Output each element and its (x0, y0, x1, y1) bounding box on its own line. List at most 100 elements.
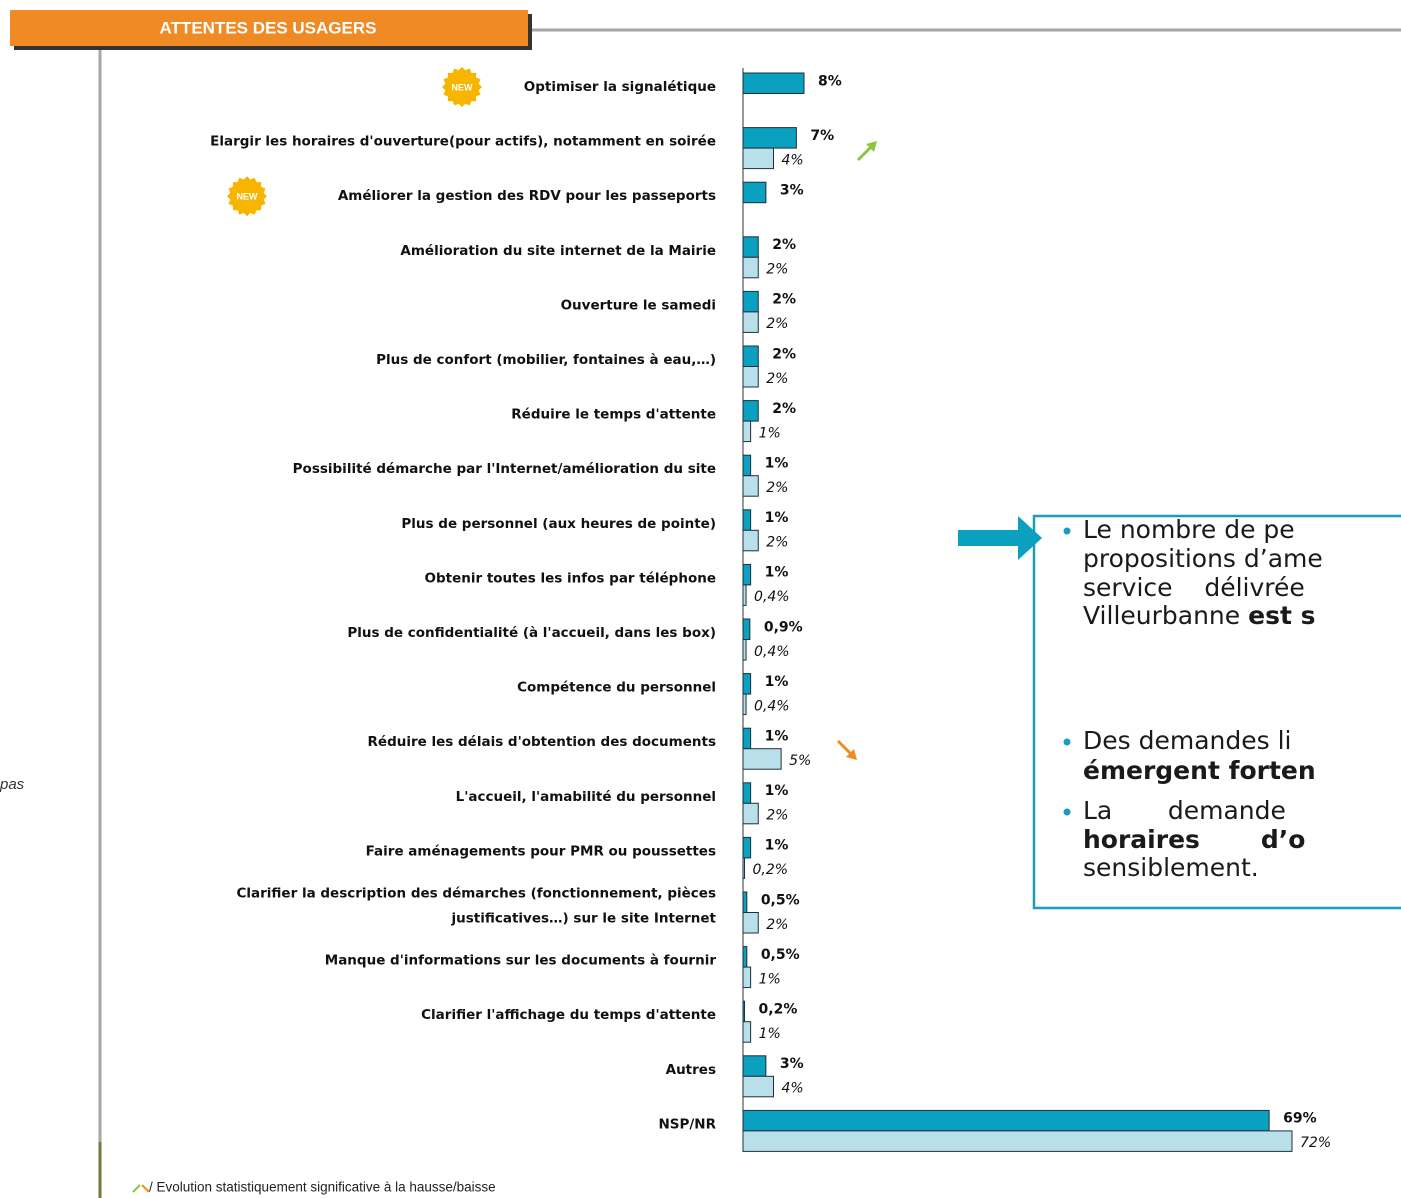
value-label: 69% (1283, 1111, 1317, 1127)
value-label: 1% (765, 674, 789, 690)
value-label: 1% (765, 838, 789, 854)
callout-run: Le nombre de pe (1083, 515, 1295, 544)
value-label: 2% (772, 346, 796, 362)
callout-run: est s (1248, 601, 1315, 630)
bar (742, 366, 759, 388)
category-label: Réduire les délais d'obtention des docum… (368, 734, 716, 750)
category-label: Autres (666, 1062, 716, 1078)
value-label: 0,9% (764, 619, 803, 635)
bar (742, 127, 797, 149)
previous-value-label: 1% (759, 425, 781, 441)
value-label: 1% (765, 783, 789, 799)
bar (742, 256, 759, 279)
callout-run: sensiblement. (1083, 853, 1259, 882)
bar (742, 236, 759, 258)
bar (742, 693, 747, 716)
header-title: ATTENTES DES USAGERS (160, 18, 377, 37)
previous-value-label: 2% (766, 535, 788, 551)
callout-line: Villeurbanne est s (1083, 601, 1315, 630)
value-label: 8% (818, 73, 842, 89)
bar (742, 1055, 767, 1077)
category-label: Faire aménagements pour PMR ou poussette… (366, 843, 716, 859)
category-label: Clarifier l'affichage du temps d'attente (421, 1007, 716, 1023)
category-label: Clarifier la description des démarches (… (237, 886, 717, 927)
previous-value-label: 0,4% (754, 698, 790, 714)
bar (742, 475, 759, 497)
bar (742, 1109, 1270, 1132)
value-label: 1% (765, 510, 789, 526)
value-label: 1% (765, 455, 789, 471)
bar (742, 147, 774, 170)
down-arrow (836, 739, 857, 760)
bar (742, 966, 752, 989)
bar (742, 400, 759, 422)
bar (742, 311, 759, 333)
callout-line: service délivrée (1083, 573, 1305, 602)
callout-run: Villeurbanne (1083, 601, 1248, 630)
bar (742, 584, 747, 606)
bar (742, 1021, 752, 1043)
bar (742, 673, 752, 695)
category-label: L'accueil, l'amabilité du personnel (456, 789, 716, 805)
previous-value-label: 0,2% (753, 862, 789, 878)
bar (742, 420, 752, 443)
callout-run: Des demandes li (1083, 726, 1291, 755)
callout-run: La demande (1083, 796, 1286, 825)
bar (742, 1000, 746, 1023)
bar (742, 1130, 1293, 1152)
bar (742, 891, 748, 913)
category-label: Plus de confort (mobilier, fontaines à e… (376, 352, 716, 368)
value-label: 0,2% (759, 1001, 798, 1017)
previous-value-label: 5% (789, 753, 811, 769)
previous-value-label: 0,4% (754, 644, 790, 660)
previous-value-label: 2% (766, 917, 788, 933)
callout-line: Des demandes li (1083, 726, 1291, 755)
value-label: 0,5% (761, 892, 800, 908)
previous-value-label: 2% (766, 371, 788, 387)
side-fragment: pas (0, 776, 25, 793)
category-label: Réduire le temps d'attente (511, 407, 716, 423)
new-badge (442, 67, 482, 107)
callout-line: émergent forten (1083, 756, 1316, 785)
bullet-dot (1063, 738, 1071, 746)
callout-run: service délivrée (1083, 573, 1305, 602)
bar (742, 618, 751, 640)
bullet-dot (1063, 527, 1071, 535)
bar (742, 563, 752, 586)
category-label: Améliorer la gestion des RDV pour les pa… (338, 188, 716, 204)
callout-line: La demande (1083, 796, 1286, 825)
category-label: Optimiser la signalétique (524, 79, 716, 95)
bar (742, 529, 759, 552)
bar (742, 748, 782, 770)
value-label: 1% (765, 728, 789, 744)
bar (742, 946, 748, 968)
new-badge (227, 176, 267, 217)
bar (742, 454, 752, 477)
bar (742, 345, 759, 367)
value-label: 2% (772, 292, 796, 308)
callout-run: horaires d’o (1083, 825, 1305, 854)
bar (742, 857, 746, 879)
bar (742, 509, 752, 531)
value-label: 1% (765, 565, 789, 581)
previous-value-label: 2% (766, 808, 788, 824)
callout-arrow (958, 516, 1042, 560)
bar (742, 1075, 774, 1098)
up-arrow (856, 141, 877, 162)
previous-value-label: 72% (1300, 1135, 1331, 1151)
callout-run: émergent forten (1083, 756, 1316, 785)
bar (742, 290, 759, 313)
value-label: 2% (772, 237, 796, 253)
bullet-dot (1063, 808, 1071, 816)
bar (742, 782, 752, 804)
value-label: 3% (780, 182, 804, 198)
bar (742, 912, 759, 934)
category-label: Obtenir toutes les infos par téléphone (424, 570, 716, 586)
callout-line: Le nombre de pe (1083, 515, 1295, 544)
callout-box (1032, 514, 1401, 910)
previous-value-label: 4% (782, 152, 804, 168)
previous-value-label: 0,4% (754, 589, 790, 605)
bar (742, 181, 767, 204)
